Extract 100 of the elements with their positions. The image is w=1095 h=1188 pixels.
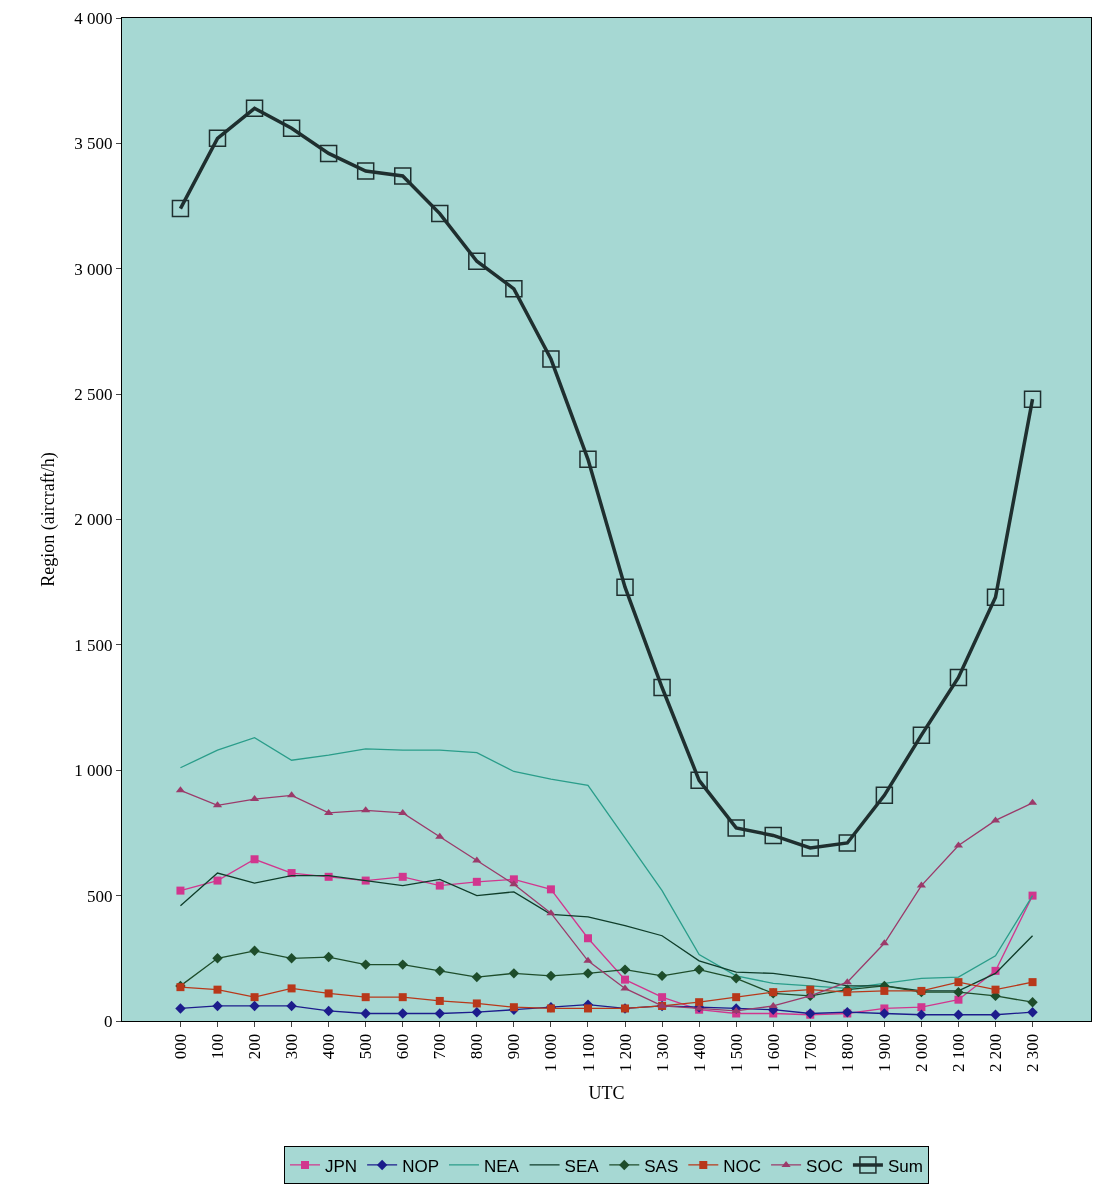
- x-tick-label: 1 600: [763, 1033, 783, 1073]
- point: [213, 985, 222, 994]
- point: [949, 668, 968, 687]
- point: [398, 808, 408, 815]
- point: [286, 953, 297, 964]
- point: [805, 991, 815, 998]
- point: [621, 975, 630, 984]
- point: [693, 964, 705, 975]
- point: [250, 993, 259, 1002]
- point: [619, 964, 631, 975]
- point: [986, 588, 1005, 606]
- point: [690, 771, 708, 790]
- x-tick-label: 700: [430, 1033, 450, 1060]
- x-tick-label: 1 500: [726, 1033, 746, 1073]
- y-tick-label: 2 500: [74, 385, 113, 405]
- x-tick-label: 1 900: [874, 1033, 894, 1073]
- point: [953, 1009, 964, 1020]
- x-tick-label: 1 700: [800, 1033, 820, 1073]
- point: [653, 678, 671, 697]
- point: [875, 786, 894, 805]
- point: [916, 1009, 927, 1020]
- point: [545, 970, 557, 982]
- y-tick-label: 3 500: [74, 134, 113, 154]
- legend-label: SAS: [644, 1156, 679, 1176]
- point: [249, 945, 260, 956]
- point: [249, 1000, 260, 1012]
- point: [505, 280, 523, 298]
- point: [393, 167, 412, 185]
- point: [880, 986, 889, 995]
- x-axis-title: UTC: [588, 1083, 625, 1104]
- point: [176, 886, 185, 895]
- point: [764, 826, 782, 845]
- point: [658, 993, 667, 1002]
- point: [435, 996, 444, 1005]
- point: [245, 99, 264, 118]
- point: [323, 951, 334, 963]
- point: [208, 129, 227, 148]
- x-tick-label: 100: [208, 1033, 228, 1060]
- point: [990, 1009, 1001, 1020]
- legend-label: SEA: [564, 1156, 600, 1176]
- point: [843, 988, 852, 997]
- x-tick-label: 1 800: [837, 1033, 857, 1073]
- x-tick-label: 2 000: [911, 1033, 931, 1073]
- point: [1027, 996, 1038, 1008]
- point: [732, 993, 741, 1002]
- point: [583, 956, 593, 963]
- y-axis-title: Region (aircraft/h): [37, 452, 59, 587]
- point: [323, 1005, 334, 1017]
- point: [546, 885, 555, 894]
- point: [953, 986, 964, 998]
- point: [356, 162, 375, 180]
- point: [542, 350, 560, 368]
- point: [213, 876, 222, 885]
- point: [286, 1000, 297, 1012]
- x-tick-label: 2 200: [986, 1033, 1006, 1073]
- point: [250, 855, 259, 864]
- point: [842, 978, 852, 985]
- point: [954, 995, 963, 1004]
- point: [435, 832, 445, 839]
- point: [472, 999, 481, 1008]
- point: [431, 204, 449, 223]
- legend-label: NOP: [402, 1156, 439, 1176]
- x-tick-label: 900: [504, 1033, 524, 1060]
- y-tick-label: 3 000: [74, 259, 113, 279]
- point: [472, 877, 481, 886]
- y-tick-label: 2 000: [74, 510, 113, 530]
- y-tick-label: 4 000: [74, 8, 113, 28]
- x-tick-label: 800: [467, 1033, 487, 1060]
- point: [360, 959, 371, 970]
- point: [471, 971, 483, 983]
- point: [768, 1001, 778, 1008]
- point: [806, 985, 815, 994]
- y-tick-label: 1 500: [74, 635, 113, 655]
- point: [616, 578, 634, 596]
- point: [879, 939, 889, 946]
- point: [434, 965, 445, 977]
- point: [656, 970, 668, 982]
- x-tick-label: 2 100: [948, 1033, 968, 1073]
- y-tick-label: 1 000: [74, 761, 113, 781]
- point: [287, 984, 296, 993]
- x-tick-label: 300: [282, 1033, 302, 1060]
- point: [801, 839, 820, 857]
- point: [175, 1003, 186, 1014]
- point: [508, 968, 520, 979]
- x-tick-label: 200: [245, 1033, 265, 1060]
- point: [282, 119, 301, 138]
- point: [324, 808, 334, 815]
- x-tick-label: 000: [170, 1033, 190, 1060]
- x-tick-label: 400: [319, 1033, 339, 1060]
- point: [954, 978, 963, 987]
- point: [730, 973, 742, 984]
- point: [879, 1008, 890, 1019]
- point: [434, 1008, 445, 1019]
- point: [212, 1000, 223, 1012]
- legend-label: NEA: [483, 1156, 520, 1176]
- point: [468, 252, 486, 270]
- legend-label: JPN: [325, 1156, 358, 1176]
- x-tick-label: 1 000: [541, 1033, 561, 1073]
- x-tick-label: 1 300: [652, 1033, 672, 1073]
- x-tick-label: 1 100: [578, 1033, 598, 1073]
